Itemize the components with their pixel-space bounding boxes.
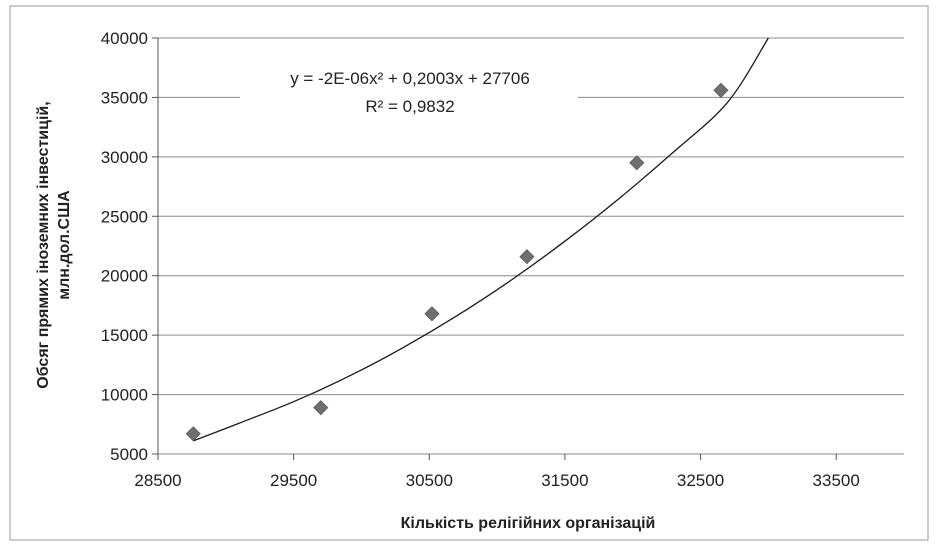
data-points: [185, 82, 729, 442]
x-tick-labels: 28500 29500 30500 31500 32500 33500: [134, 471, 859, 490]
r-squared-label: R² = 0,9832: [365, 97, 454, 116]
data-point-diamond: [424, 306, 440, 322]
y-tick-label: 40000: [101, 29, 148, 48]
y-tick-label: 10000: [101, 386, 148, 405]
x-tick-label: 28500: [134, 471, 181, 490]
y-axis-title-line-1: Обсяг прямих іноземних інвестицій,: [35, 101, 52, 388]
equation-box: [240, 60, 578, 128]
y-tick-label: 25000: [101, 207, 148, 226]
y-axis-title: Обсяг прямих іноземних інвестицій, млн.д…: [35, 101, 73, 388]
trendline-group: [193, 37, 769, 442]
y-tick-label: 15000: [101, 326, 148, 345]
x-axis-title: Кількість релігійних організацій: [401, 515, 656, 532]
x-tick-label: 31500: [541, 471, 588, 490]
data-point-diamond: [629, 155, 645, 171]
y-tick-label: 35000: [101, 88, 148, 107]
y-tick-label: 30000: [101, 148, 148, 167]
y-axis-title-line-2: млн.дол.США: [56, 190, 73, 300]
x-tick-label: 30500: [406, 471, 453, 490]
data-point-diamond: [313, 400, 329, 416]
y-tick-label: 5000: [110, 445, 148, 464]
data-point-diamond: [713, 82, 729, 98]
trendline-equation: y = -2E-06x² + 0,2003x + 27706: [290, 69, 530, 88]
y-tick-labels: 5000 10000 15000 20000 25000 30000 35000 40000: [101, 29, 148, 464]
polynomial-trendline: [193, 37, 769, 442]
x-tick-label: 33500: [813, 471, 860, 490]
x-tick-label: 29500: [270, 471, 317, 490]
x-tick-label: 32500: [677, 471, 724, 490]
data-point-diamond: [519, 249, 535, 265]
y-tick-label: 20000: [101, 267, 148, 286]
data-point-diamond: [185, 426, 201, 442]
